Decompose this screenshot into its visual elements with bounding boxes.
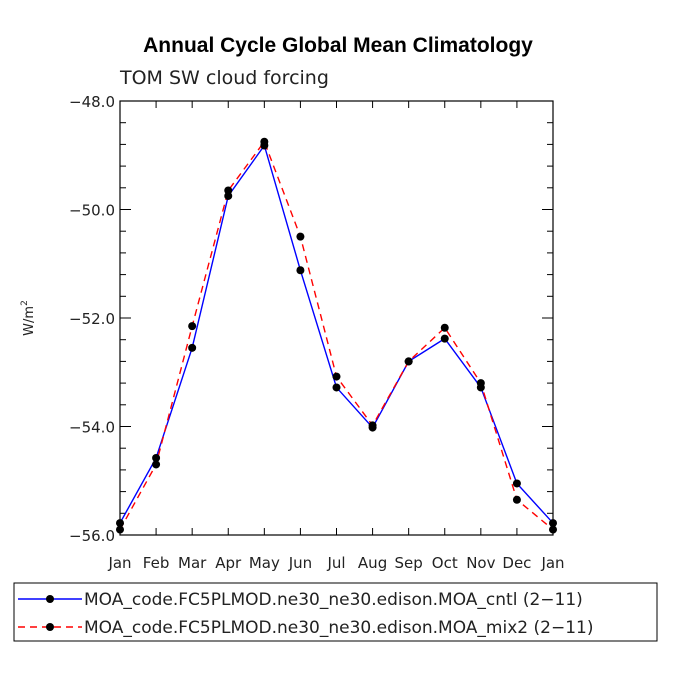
data-point-1: [404, 357, 413, 366]
x-tick-label: Dec: [502, 554, 531, 572]
axis-ticks: [119, 100, 554, 536]
data-point-0: [332, 383, 341, 392]
data-point-1: [549, 525, 557, 534]
y-tick-label: −56.0: [69, 527, 115, 545]
x-tick-label: Feb: [143, 554, 170, 572]
x-tick-label: Jun: [288, 554, 312, 572]
legend: MOA_code.FC5PLMOD.ne30_ne30.edison.MOA_c…: [13, 582, 658, 642]
plot-frame: [119, 100, 554, 536]
legend-marker-mix2: [46, 623, 54, 631]
data-point-0: [152, 453, 161, 462]
data-point-1: [440, 323, 449, 332]
x-tick-label: Sep: [395, 554, 423, 572]
data-point-1: [512, 495, 521, 504]
series-line-1: [119, 140, 554, 531]
y-tick-label: −50.0: [69, 202, 115, 220]
y-tick-label: −54.0: [69, 419, 115, 437]
y-axis-label: W/m2: [20, 300, 37, 336]
x-tick-label: Jan: [540, 554, 564, 572]
data-point-0: [549, 519, 557, 528]
legend-marker-cntl: [46, 595, 54, 603]
data-point-0: [188, 343, 197, 352]
y-tick-label: −52.0: [69, 310, 115, 328]
data-point-1: [296, 232, 305, 241]
data-point-0: [440, 334, 449, 343]
y-axis-label-superscript: 2: [20, 300, 30, 306]
x-tick-label: Nov: [466, 554, 495, 572]
chart-subtitle: TOM SW cloud forcing: [119, 67, 329, 89]
series-layer: [116, 137, 557, 534]
x-tick-label: Apr: [215, 554, 242, 572]
x-tick-label: May: [249, 554, 280, 572]
y-tick-label: −48.0: [69, 93, 115, 111]
series-line-0: [119, 143, 554, 524]
data-point-1: [188, 322, 197, 331]
x-tick-label: Mar: [178, 554, 207, 572]
y-axis-label-text: W/m: [22, 306, 37, 336]
x-tick-label: Aug: [358, 554, 387, 572]
data-point-1: [224, 186, 233, 195]
data-point-1: [260, 137, 269, 146]
legend-label-cntl: MOA_code.FC5PLMOD.ne30_ne30.edison.MOA_c…: [84, 590, 583, 610]
data-point-0: [512, 479, 521, 488]
data-point-1: [368, 421, 377, 430]
legend-box: [13, 582, 658, 642]
data-point-1: [152, 460, 161, 469]
x-tick-label: Oct: [432, 554, 458, 572]
data-point-1: [476, 379, 485, 388]
y-tick-labels: −56.0 −54.0 −52.0 −50.0 −48.0: [69, 93, 115, 545]
data-point-0: [116, 519, 124, 528]
data-point-0: [296, 266, 305, 275]
x-tick-label: Jan: [107, 554, 131, 572]
legend-label-mix2: MOA_code.FC5PLMOD.ne30_ne30.edison.MOA_m…: [84, 618, 593, 638]
x-tick-label: Jul: [326, 554, 345, 572]
data-point-1: [332, 372, 341, 381]
chart-title: Annual Cycle Global Mean Climatology: [143, 34, 533, 57]
data-point-1: [116, 525, 124, 534]
x-tick-labels: Jan Feb Mar Apr May Jun Jul Aug Sep Oct Nov Dec Jan: [107, 554, 564, 572]
plot-border: [119, 100, 554, 536]
